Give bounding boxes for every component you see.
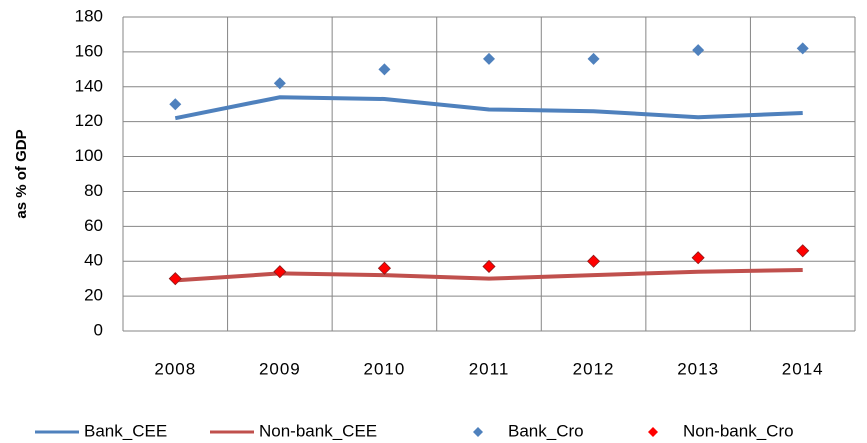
y-tick-label: 20	[84, 286, 103, 305]
y-tick-label: 60	[84, 216, 103, 235]
marker	[691, 251, 705, 265]
x-tick-label: 2010	[364, 359, 406, 378]
x-tick-label: 2013	[677, 359, 719, 378]
y-tick-label: 180	[75, 6, 103, 25]
y-tick-label: 80	[84, 181, 103, 200]
marker	[796, 42, 809, 55]
marker	[273, 265, 287, 279]
marker	[273, 77, 286, 90]
marker	[587, 254, 601, 268]
marker	[482, 259, 496, 274]
legend-label: Non-bank_CEE	[259, 421, 377, 440]
marker	[377, 261, 391, 275]
legend-label: Bank_Cro	[508, 421, 584, 440]
marker	[483, 52, 495, 65]
x-tick-label: 2009	[259, 359, 301, 378]
y-tick-label: 0	[94, 320, 103, 339]
legend-swatch	[648, 427, 658, 437]
x-tick-label: 2011	[469, 359, 510, 378]
x-tick-label: 2012	[573, 359, 615, 378]
y-tick-label: 100	[75, 146, 103, 165]
marker	[169, 98, 182, 111]
legend-swatch	[473, 427, 483, 437]
marker	[168, 272, 182, 286]
marker	[692, 44, 705, 57]
marker	[587, 52, 600, 65]
y-tick-label: 160	[75, 41, 103, 60]
x-tick-label: 2008	[154, 359, 196, 378]
marker	[378, 63, 391, 76]
x-tick-label: 2014	[782, 359, 824, 378]
y-tick-label: 40	[84, 251, 103, 270]
legend-label: Non-bank_Cro	[683, 421, 794, 440]
line-series	[174, 95, 803, 121]
y-axis-label: as % of GDP	[13, 129, 30, 218]
legend-label: Bank_CEE	[84, 421, 167, 440]
marker	[796, 244, 810, 258]
y-tick-label: 120	[75, 111, 103, 130]
y-tick-label: 140	[75, 76, 103, 95]
